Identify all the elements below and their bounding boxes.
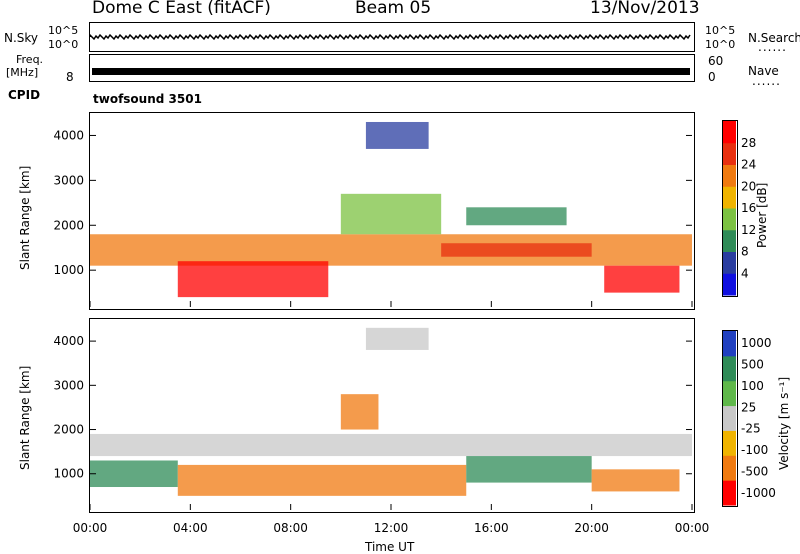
- colorbar-tick: 8: [741, 245, 749, 259]
- nsky-top-tick: 10^5: [48, 24, 79, 37]
- colorbar-tick: -500: [741, 465, 768, 479]
- colorbar-tick: 12: [741, 223, 756, 237]
- colorbar-segment: [723, 380, 736, 407]
- ytick-label: 3000: [53, 173, 84, 187]
- echo-band: [604, 265, 680, 293]
- power-colorbar: [722, 120, 738, 297]
- colorbar-tick: 16: [741, 201, 756, 215]
- colorbar-tick: -25: [741, 422, 761, 436]
- colorbar-segment: [723, 186, 736, 209]
- colorbar-segment: [723, 121, 736, 144]
- colorbar-segment: [723, 455, 736, 481]
- colorbar-tick: -100: [741, 443, 768, 457]
- echo-band: [466, 207, 567, 226]
- colorbar-tick: 24: [741, 158, 756, 172]
- nave-top-tick: 60: [708, 54, 724, 68]
- colorbar-tick: 1000: [741, 336, 772, 350]
- colorbar-segment: [723, 251, 736, 274]
- cpid-value: twofsound 3501: [93, 92, 202, 106]
- nsky-bottom-tick: 10^0: [48, 38, 79, 51]
- colorbar-segment: [723, 229, 736, 252]
- colorbar-segment: [723, 331, 736, 357]
- colorbar-tick: 4: [741, 266, 749, 280]
- nsearch-top-tick: 10^5: [705, 24, 736, 37]
- cpid-label: CPID: [8, 88, 41, 102]
- nave-bottom-tick: 0: [708, 70, 716, 84]
- ytick-label: 1000: [53, 467, 84, 481]
- echo-band: [591, 469, 680, 492]
- xtick-label: 16:00: [474, 521, 509, 535]
- ytick-label: 4000: [53, 128, 84, 142]
- echo-band: [90, 460, 178, 488]
- colorbar-tick: 20: [741, 179, 756, 193]
- xtick-label: 00:00: [73, 521, 108, 535]
- colorbar-tick: -1000: [741, 486, 776, 500]
- echo-band: [90, 433, 692, 457]
- echo-band: [340, 193, 442, 235]
- echo-band: [365, 327, 429, 350]
- xtick-label: 20:00: [574, 521, 609, 535]
- date-label: 13/Nov/2013: [590, 0, 700, 18]
- echo-band: [441, 243, 592, 257]
- ytick-label: 2000: [53, 218, 84, 232]
- colorbar-tick: 100: [741, 379, 764, 393]
- nave-label: Nave: [748, 64, 779, 78]
- colorbar-tick: 28: [741, 136, 756, 150]
- freq-label: Freq.: [16, 53, 44, 66]
- nsky-label: N.Sky: [4, 31, 39, 45]
- ytick-label: 3000: [53, 378, 84, 392]
- colorbar-segment: [723, 208, 736, 231]
- echo-band: [177, 464, 467, 496]
- ytick-label: 1000: [53, 263, 84, 277]
- echo-band: [365, 121, 429, 149]
- station-title: Dome C East (fitACF): [92, 0, 271, 18]
- xtick-label: 08:00: [273, 521, 308, 535]
- nsearch-bottom-tick: 10^0: [705, 38, 736, 51]
- colorbar-segment: [723, 430, 736, 456]
- xtick-label: 00:00: [675, 521, 710, 535]
- echo-band: [466, 456, 592, 483]
- nsearch-label: N.Search: [748, 31, 800, 45]
- xtick-label: 12:00: [374, 521, 409, 535]
- colorbar-tick: 500: [741, 357, 764, 371]
- ytick-label: 2000: [53, 423, 84, 437]
- colorbar-segment: [723, 405, 736, 431]
- freq-bottom-tick: 8: [66, 70, 74, 84]
- colorbar-tick: 25: [741, 400, 756, 414]
- beam-label: Beam 05: [355, 0, 432, 18]
- colorbar-segment: [723, 355, 736, 382]
- velocity-colorbar: [722, 330, 738, 507]
- echo-band: [90, 234, 692, 266]
- freq-unit: [MHz]: [6, 66, 39, 79]
- colorbar-segment: [723, 142, 736, 165]
- xtick-label: 04:00: [173, 521, 208, 535]
- nsearch-dots: ......: [758, 40, 787, 54]
- ytick-label: 4000: [53, 334, 84, 348]
- colorbar-segment: [723, 480, 736, 506]
- colorbar-segment: [723, 273, 736, 296]
- nsky-trace: [89, 33, 691, 41]
- freq-trace: [92, 68, 690, 75]
- colorbar-segment: [723, 164, 736, 187]
- xaxis-label: Time UT: [365, 540, 415, 554]
- echo-band: [340, 394, 379, 430]
- echo-band: [177, 261, 329, 298]
- nave-dots: ......: [752, 74, 781, 88]
